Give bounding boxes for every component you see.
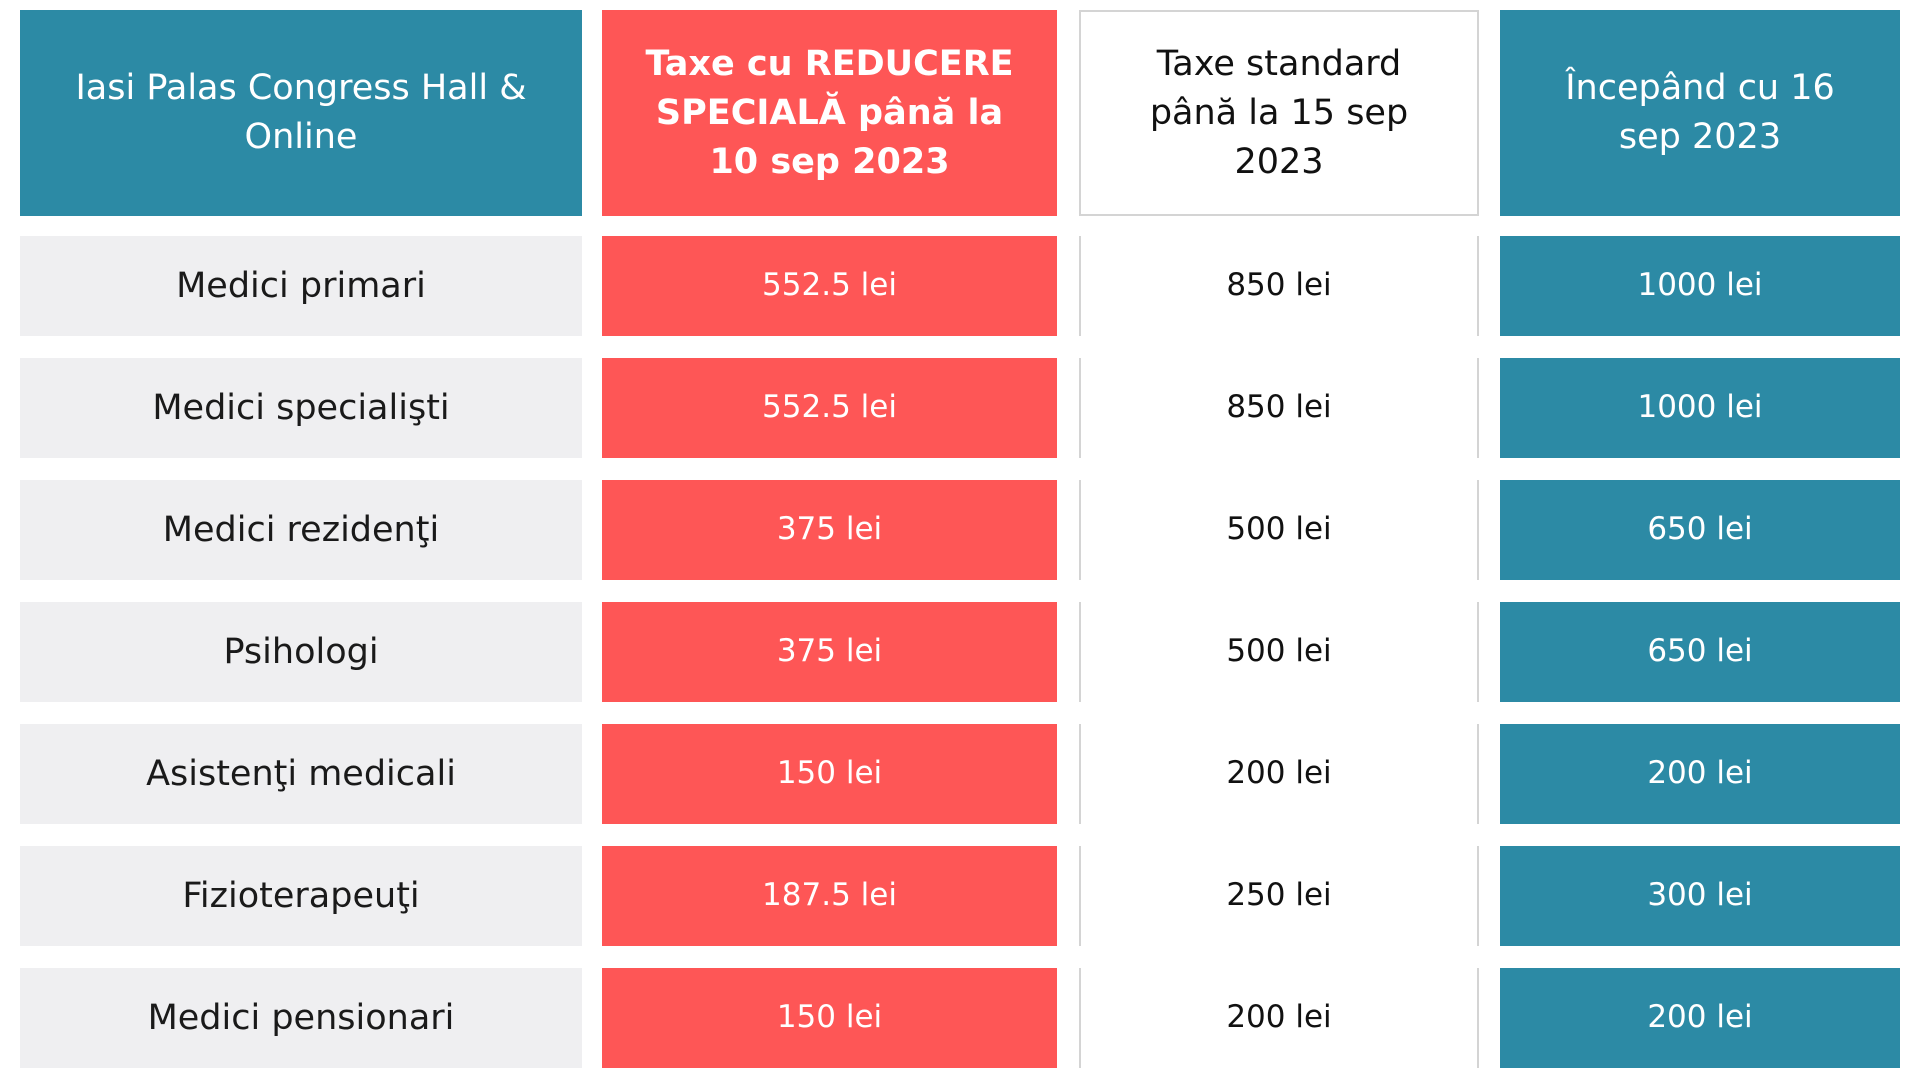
- row-label: Medici rezidenţi: [20, 480, 582, 580]
- price-cell: 200 lei: [1079, 968, 1479, 1068]
- price-cell: 850 lei: [1079, 236, 1479, 336]
- price-cell: 552.5 lei: [602, 236, 1057, 336]
- row-label: Medici primari: [20, 236, 582, 336]
- price-cell: 200 lei: [1500, 724, 1900, 824]
- header-cell: Iasi Palas Congress Hall & Online: [20, 10, 582, 216]
- row-label: Medici pensionari: [20, 968, 582, 1068]
- price-cell: 187.5 lei: [602, 846, 1057, 946]
- price-cell: 375 lei: [602, 480, 1057, 580]
- header-cell: Taxe cu REDUCERE SPECIALĂ până la 10 sep…: [602, 10, 1057, 216]
- price-cell: 250 lei: [1079, 846, 1479, 946]
- price-cell: 500 lei: [1079, 602, 1479, 702]
- row-label: Medici specialişti: [20, 358, 582, 458]
- price-cell: 375 lei: [602, 602, 1057, 702]
- price-cell: 1000 lei: [1500, 236, 1900, 336]
- row-label: Psihologi: [20, 602, 582, 702]
- price-cell: 1000 lei: [1500, 358, 1900, 458]
- price-cell: 200 lei: [1079, 724, 1479, 824]
- price-cell: 500 lei: [1079, 480, 1479, 580]
- row-label: Asistenţi medicali: [20, 724, 582, 824]
- price-cell: 850 lei: [1079, 358, 1479, 458]
- price-cell: 150 lei: [602, 968, 1057, 1068]
- price-cell: 650 lei: [1500, 480, 1900, 580]
- price-cell: 300 lei: [1500, 846, 1900, 946]
- price-cell: 200 lei: [1500, 968, 1900, 1068]
- price-cell: 150 lei: [602, 724, 1057, 824]
- price-cell: 552.5 lei: [602, 358, 1057, 458]
- row-label: Fizioterapeuţi: [20, 846, 582, 946]
- header-cell: Taxe standard până la 15 sep 2023: [1079, 10, 1479, 216]
- price-cell: 650 lei: [1500, 602, 1900, 702]
- header-cell: Începând cu 16 sep 2023: [1500, 10, 1900, 216]
